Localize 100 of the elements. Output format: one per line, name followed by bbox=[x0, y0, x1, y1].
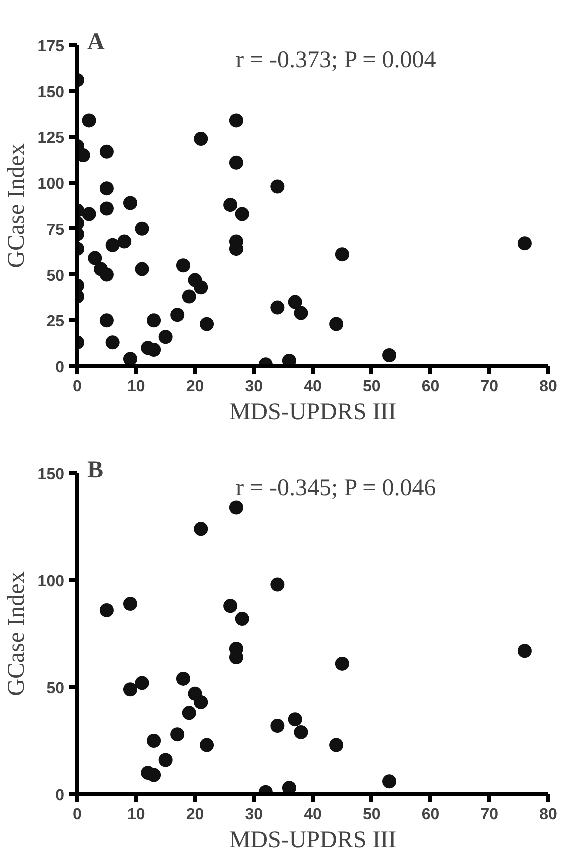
point bbox=[106, 336, 120, 350]
point bbox=[194, 695, 208, 710]
point bbox=[294, 306, 308, 320]
point bbox=[100, 202, 114, 216]
x-tick-label: 30 bbox=[245, 378, 264, 396]
y-tick-label: 100 bbox=[38, 574, 65, 590]
point bbox=[200, 317, 214, 332]
point bbox=[100, 182, 114, 196]
point bbox=[382, 774, 397, 789]
point bbox=[135, 262, 150, 276]
y-tick-label: 150 bbox=[38, 84, 65, 102]
point bbox=[100, 144, 114, 159]
annotation: r = -0.345; P = 0.046 bbox=[236, 476, 436, 502]
point bbox=[100, 314, 114, 328]
point bbox=[224, 198, 238, 212]
point bbox=[229, 114, 244, 128]
point bbox=[170, 308, 185, 322]
x-tick-label: 0 bbox=[73, 806, 82, 824]
point bbox=[330, 317, 344, 332]
point bbox=[518, 236, 532, 251]
x-axis-title: MDS-UPDRS III bbox=[229, 828, 397, 854]
point bbox=[294, 725, 308, 740]
point bbox=[335, 656, 350, 671]
point bbox=[229, 500, 244, 515]
point bbox=[106, 238, 120, 252]
y-tick-label: 175 bbox=[38, 38, 65, 56]
point bbox=[182, 706, 196, 720]
point bbox=[176, 258, 190, 273]
point bbox=[282, 354, 296, 366]
y-tick-label: 25 bbox=[46, 314, 65, 331]
y-tick-label: 150 bbox=[38, 466, 65, 484]
point bbox=[330, 738, 344, 752]
point bbox=[147, 768, 162, 782]
x-tick-label: 40 bbox=[304, 378, 322, 396]
point bbox=[176, 672, 190, 686]
point bbox=[288, 295, 302, 310]
y-tick-label: 75 bbox=[46, 222, 65, 239]
x-tick-label: 40 bbox=[304, 806, 322, 824]
y-tick-label: 50 bbox=[46, 268, 65, 285]
point bbox=[100, 268, 114, 282]
y-tick-label: 125 bbox=[38, 130, 65, 148]
point bbox=[235, 612, 250, 626]
point bbox=[135, 676, 150, 690]
x-tick-label: 50 bbox=[362, 378, 381, 396]
x-tick-label: 0 bbox=[73, 378, 82, 396]
chart-title: B bbox=[88, 458, 104, 484]
point bbox=[235, 207, 250, 222]
point bbox=[82, 114, 96, 128]
point bbox=[78, 148, 90, 163]
point bbox=[147, 734, 162, 748]
point bbox=[335, 248, 350, 262]
annotation: r = -0.373; P = 0.004 bbox=[236, 48, 436, 74]
x-tick-label: 50 bbox=[362, 806, 381, 824]
x-tick-label: 70 bbox=[480, 378, 499, 396]
x-tick-label: 80 bbox=[540, 378, 558, 396]
point bbox=[229, 156, 244, 170]
point bbox=[170, 728, 185, 742]
point bbox=[382, 348, 397, 362]
point bbox=[147, 343, 162, 357]
chart-title: A bbox=[88, 30, 106, 56]
x-tick-label: 80 bbox=[540, 806, 558, 824]
point bbox=[270, 300, 285, 315]
point bbox=[158, 330, 173, 344]
y-tick-label: 50 bbox=[46, 680, 65, 698]
y-tick-label: 0 bbox=[56, 788, 65, 804]
y-axis-title: GCase Index bbox=[4, 572, 30, 696]
point bbox=[88, 251, 102, 266]
point bbox=[200, 738, 214, 752]
point bbox=[282, 781, 296, 794]
point bbox=[194, 132, 208, 146]
point bbox=[288, 712, 302, 727]
point bbox=[194, 522, 208, 536]
x-tick-label: 30 bbox=[245, 806, 264, 824]
point bbox=[270, 578, 285, 592]
point bbox=[147, 314, 162, 328]
point bbox=[123, 682, 138, 697]
x-axis-title: MDS-UPDRS III bbox=[229, 400, 397, 426]
point bbox=[158, 753, 173, 768]
point bbox=[518, 644, 532, 658]
point bbox=[270, 180, 285, 194]
x-tick-label: 60 bbox=[422, 806, 440, 824]
point bbox=[118, 234, 132, 249]
x-tick-label: 60 bbox=[422, 378, 440, 396]
x-tick-label: 10 bbox=[127, 378, 146, 396]
y-tick-label: 0 bbox=[56, 360, 65, 376]
point bbox=[123, 196, 138, 210]
y-axis-title: GCase Index bbox=[4, 144, 30, 268]
point bbox=[270, 719, 285, 734]
point bbox=[123, 597, 138, 612]
x-tick-label: 10 bbox=[127, 806, 146, 824]
point bbox=[82, 207, 96, 222]
point bbox=[123, 352, 138, 366]
point bbox=[224, 599, 238, 614]
x-tick-label: 20 bbox=[186, 806, 204, 824]
point bbox=[100, 603, 114, 618]
x-tick-label: 70 bbox=[480, 806, 499, 824]
point bbox=[194, 280, 208, 295]
point bbox=[182, 290, 196, 304]
y-tick-label: 100 bbox=[38, 176, 65, 194]
x-tick-label: 20 bbox=[186, 378, 204, 396]
